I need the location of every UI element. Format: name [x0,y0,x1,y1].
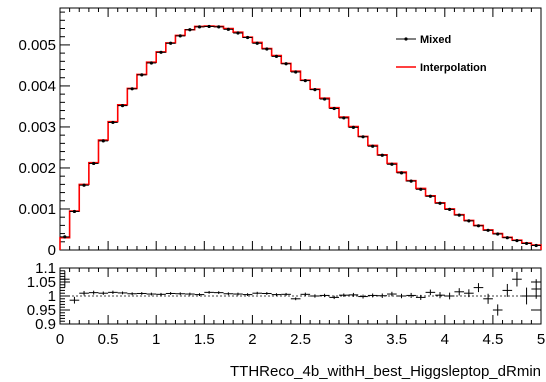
main-y-tick-label: 0.003 [18,119,56,136]
mixed-point [361,135,365,139]
mixed-point [159,50,163,54]
main-y-tick-label: 0.005 [18,37,56,54]
main-y-axis: 0 0.001 0.002 0.003 0.004 0.005 [18,11,70,259]
interpolation-step-line [59,25,542,250]
mixed-point [428,194,432,198]
mixed-point [236,31,240,35]
ratio-y-tick-label: 0.9 [35,316,56,333]
x-tick-label: 3 [344,331,352,348]
mixed-point [245,35,250,40]
mixed-point [149,61,153,65]
mixed-point [101,139,105,143]
legend: Mixed Interpolation [396,34,487,74]
mixed-point [140,73,144,77]
mixed-point [120,104,125,108]
x-tick-label: 1.5 [194,331,215,348]
mixed-point [524,241,529,246]
x-tick-label: 5 [537,331,545,348]
legend-mixed-label: Mixed [420,34,451,46]
mixed-point [197,25,202,29]
mixed-point [351,125,356,129]
ratio-points-group [60,270,541,316]
x-tick-label: 2 [248,331,256,348]
mixed-point [457,213,461,217]
mixed-point [486,228,490,232]
mixed-point [188,28,192,32]
main-x-axis [59,8,542,250]
mixed-point [505,236,509,240]
x-tick-label: 4 [441,331,449,348]
x-tick-label: 3.5 [386,331,407,348]
mixed-point [63,235,67,239]
mixed-point [82,183,86,187]
mixed-point [496,232,500,236]
ratio-y-tick-label: 0.95 [27,302,56,319]
mixed-points-group [60,24,541,248]
main-y-tick-label: 0 [48,242,56,259]
mixed-point [72,209,77,214]
mixed-point [274,54,279,59]
mixed-point [111,120,115,125]
mixed-point [515,238,519,243]
mixed-point [380,153,384,157]
x-tick-label: 4.5 [482,331,503,348]
legend-interpolation-label: Interpolation [420,62,487,74]
mixed-point [130,87,134,91]
main-y-tick-label: 0.001 [18,201,56,218]
mixed-point [332,106,336,111]
mixed-point [409,179,413,183]
mixed-point [467,219,471,223]
legend-mixed-marker-dot [404,37,408,41]
mixed-point [313,88,317,92]
mixed-point [284,62,288,66]
mixed-point [169,41,173,45]
ratio-y-tick-label: 1.1 [35,260,56,277]
ratio-y-tick-label: 1.05 [27,274,56,291]
mixed-point [265,47,269,51]
mixed-point [217,25,221,29]
mixed-point [399,171,404,175]
mixed-point [255,41,259,45]
mixed-point [448,207,452,211]
x-tick-label: 0 [56,331,64,348]
x-tick-label: 1 [152,331,160,348]
mixed-point [419,187,423,191]
x-axis-title: TTHReco_4b_withH_best_Higgsleptop_dRmin [230,363,541,380]
x-tick-label: 0.5 [98,331,119,348]
mixed-point [178,34,182,38]
ratio-x-axis: 0 0.5 1 1.5 2 2.5 3 3.5 4 4.5 5 [56,268,545,348]
main-panel: 0 0.001 0.002 0.003 0.004 0.005 Mixed Interpo… [18,7,542,259]
mixed-point [476,224,481,228]
mixed-point [92,161,96,166]
mixed-point [226,27,230,31]
mixed-point [207,24,211,29]
main-y-tick-label: 0.002 [18,160,56,177]
main-y-tick-label: 0.004 [18,78,56,95]
mixed-point [371,144,375,148]
ratio-y-tick-label: 1 [48,288,56,305]
mixed-point [303,79,307,83]
mixed-point [390,162,394,166]
mixed-point [438,201,442,205]
mixed-point [294,70,298,74]
mixed-point [534,243,538,248]
mixed-point [322,97,327,101]
x-tick-label: 2.5 [290,331,311,348]
mixed-point [342,116,346,120]
